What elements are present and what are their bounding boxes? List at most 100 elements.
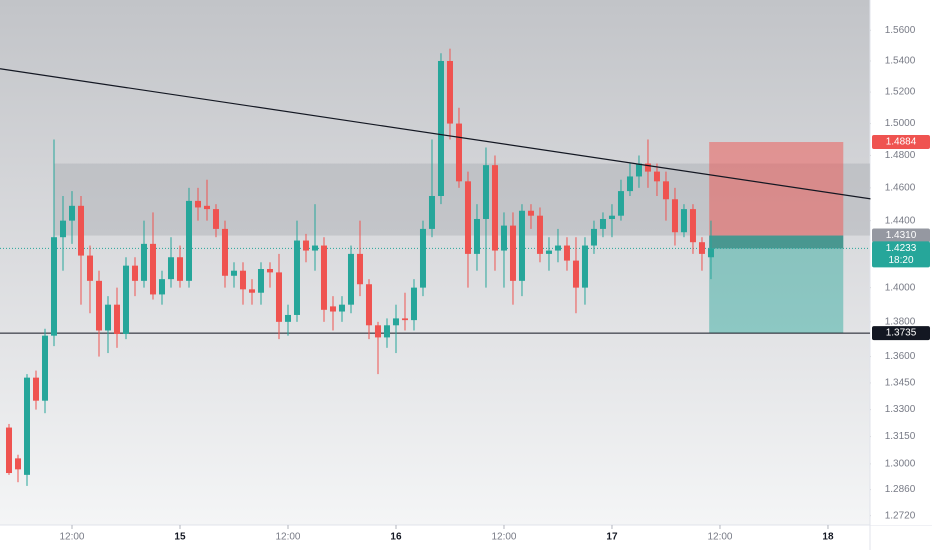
- candle-body: [473, 218, 480, 254]
- y-tick-label: 1.4400: [885, 215, 916, 226]
- candle-body: [599, 218, 606, 229]
- candle-body: [131, 265, 138, 281]
- candle-body: [212, 209, 219, 229]
- candle-body: [446, 60, 453, 124]
- price-tag: [872, 135, 930, 150]
- price-tag: [872, 228, 930, 243]
- candle-body: [689, 209, 696, 243]
- candle-body: [590, 228, 597, 246]
- y-tick-label: 1.3000: [885, 458, 916, 469]
- candle-body: [32, 377, 39, 401]
- candle-body: [608, 215, 615, 219]
- candle-body: [626, 176, 633, 192]
- candle-body: [41, 335, 48, 401]
- candle-body: [329, 306, 336, 312]
- price-countdown: 18:20: [888, 255, 913, 266]
- candle-body: [185, 200, 192, 281]
- candle-body: [104, 304, 111, 331]
- y-tick-label: 1.3600: [885, 351, 916, 362]
- candle-body: [419, 228, 426, 288]
- candle-body: [554, 245, 561, 251]
- x-tick-label: 12:00: [59, 532, 84, 543]
- candle-body: [59, 220, 66, 238]
- y-tick-label: 1.2860: [885, 484, 916, 495]
- candle-body: [176, 257, 183, 281]
- trendline: [0, 68, 891, 203]
- y-tick-label: 1.3300: [885, 404, 916, 415]
- candle-body: [95, 280, 102, 331]
- candle-body: [266, 269, 273, 273]
- y-tick-label: 1.5600: [885, 25, 916, 36]
- price-tag-label: 1.4233: [886, 243, 917, 254]
- candle-body: [410, 287, 417, 321]
- stop-zone: [709, 142, 844, 236]
- candle-body: [248, 289, 255, 293]
- candle-body: [14, 458, 21, 470]
- y-tick-label: 1.4000: [885, 282, 916, 293]
- x-tick-label: 15: [174, 532, 186, 543]
- price-tag-label: 1.4310: [886, 230, 917, 241]
- candle-body: [221, 228, 228, 276]
- x-tick-label: 12:00: [707, 532, 732, 543]
- candle-body: [572, 260, 579, 288]
- candle-body: [311, 245, 318, 251]
- y-tick-label: 1.2720: [885, 510, 916, 521]
- candle-body: [149, 243, 156, 295]
- candle-body: [428, 195, 435, 229]
- candle-body: [140, 243, 147, 281]
- candle-body: [653, 171, 660, 182]
- target-zone: [709, 235, 844, 334]
- candle-body: [158, 279, 165, 295]
- candle-body: [284, 314, 291, 322]
- candle-body: [167, 257, 174, 280]
- candle-body: [302, 240, 309, 251]
- candle-body: [275, 272, 282, 322]
- candle-body: [203, 205, 210, 210]
- candle-body: [383, 325, 390, 338]
- candle-body: [5, 427, 12, 474]
- candle-body: [293, 240, 300, 315]
- candle-body: [113, 304, 120, 334]
- y-tick-label: 1.5000: [885, 118, 916, 129]
- x-tick-label: 17: [606, 532, 618, 543]
- candle-body: [230, 270, 237, 276]
- candle-body: [527, 210, 534, 216]
- candle-body: [77, 205, 84, 256]
- x-tick-label: 12:00: [275, 532, 300, 543]
- candle-body: [455, 123, 462, 182]
- candle-body: [482, 165, 489, 219]
- candle-body: [698, 242, 705, 254]
- candle-body: [338, 304, 345, 312]
- candle-body: [257, 269, 264, 293]
- candle-body: [707, 248, 714, 258]
- candle-body: [401, 318, 408, 321]
- price-tag-label: 1.3735: [886, 328, 917, 339]
- x-tick-label: 18: [822, 532, 834, 543]
- candle-body: [581, 245, 588, 288]
- candle-body: [86, 255, 93, 281]
- y-tick-label: 1.4600: [885, 182, 916, 193]
- price-tag-label: 1.4884: [886, 137, 917, 148]
- candle-body: [239, 270, 246, 290]
- candle-body: [122, 265, 129, 334]
- candle-body: [545, 250, 552, 254]
- x-tick-label: 16: [390, 532, 402, 543]
- candle-body: [320, 245, 327, 310]
- open-pnl: [709, 235, 844, 249]
- candle-body: [491, 165, 498, 251]
- x-tick-label: 12:00: [491, 532, 516, 543]
- y-tick-label: 1.3450: [885, 378, 916, 389]
- candle-body: [50, 237, 57, 336]
- candle-body: [662, 181, 669, 200]
- y-tick-label: 1.5200: [885, 87, 916, 98]
- price-tag: [872, 326, 930, 341]
- candle-body: [500, 225, 507, 251]
- candle-body: [437, 60, 444, 196]
- candle-body: [356, 253, 363, 285]
- candle-body: [671, 199, 678, 233]
- candle-body: [464, 181, 471, 254]
- candle-body: [194, 200, 201, 208]
- candle-body: [617, 191, 624, 216]
- candle-body: [518, 210, 525, 281]
